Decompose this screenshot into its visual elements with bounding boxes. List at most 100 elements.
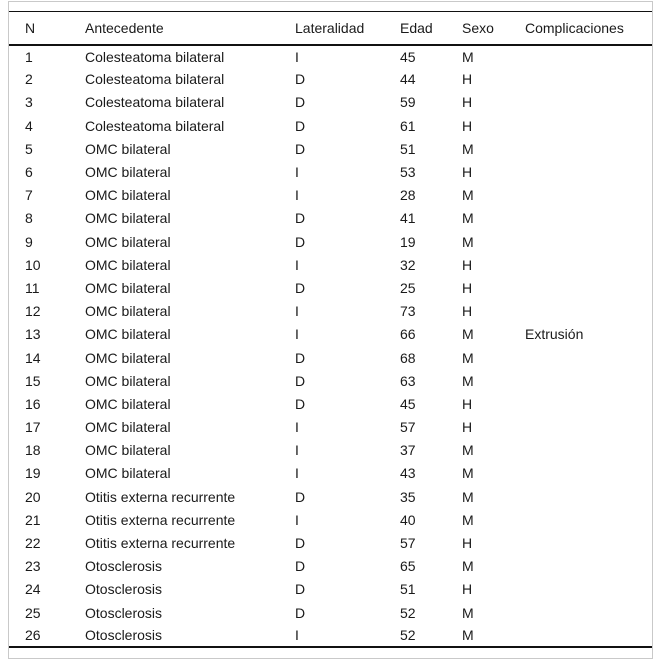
cell-edad: 51 (400, 581, 416, 598)
cell-lateralidad: D (295, 94, 306, 111)
cell-complicaciones (525, 114, 652, 137)
cell-complicaciones (525, 300, 652, 323)
table-row: 22 Otitis externa recurrente D 57 H (9, 531, 652, 554)
cell-n: 11 (25, 279, 40, 296)
header-row: N Antecedente Lateralidad Edad Sexo Comp… (9, 11, 652, 46)
cell-antecedente: OMC bilateral (85, 442, 171, 459)
cell-edad: 44 (400, 71, 416, 88)
table-row: 25 Otosclerosis D 52 M (9, 601, 652, 624)
cell-edad: 45 (400, 48, 416, 65)
cell-sexo: H (462, 117, 473, 134)
table-row: 20 Otitis externa recurrente D 35 M (9, 485, 652, 508)
cell-antecedente: OMC bilateral (85, 210, 171, 227)
cell-antecedente: Colesteatoma bilateral (85, 117, 225, 134)
cell-lateralidad: I (295, 187, 299, 204)
table-row: 13 OMC bilateral I 66 M Extrusión (9, 323, 652, 346)
cell-complicaciones (525, 184, 652, 207)
cell-complicaciones (525, 230, 652, 253)
cell-lateralidad: D (295, 233, 306, 250)
cell-edad: 52 (400, 604, 416, 621)
cell-sexo: H (462, 395, 473, 412)
table-row: 5 OMC bilateral D 51 M (9, 137, 652, 160)
cell-complicaciones (525, 531, 652, 554)
cell-complicaciones (525, 207, 652, 230)
cell-lateralidad: D (295, 372, 306, 389)
cell-antecedente: OMC bilateral (85, 395, 171, 412)
cell-sexo: M (462, 210, 474, 227)
cell-n: 18 (25, 442, 41, 459)
col-header-antecedente: Antecedente (85, 11, 295, 46)
table-body: 1 Colesteatoma bilateral I 45 M 2 Colesteatoma… (9, 45, 652, 648)
cell-complicaciones (525, 91, 652, 114)
col-header-sexo: Sexo (462, 11, 525, 46)
cell-complicaciones (525, 45, 652, 68)
cell-lateralidad: D (295, 604, 306, 621)
table-row: 6 OMC bilateral I 53 H (9, 160, 652, 183)
cell-lateralidad: D (295, 581, 306, 598)
cell-sexo: M (462, 349, 474, 366)
cell-lateralidad: I (295, 326, 299, 343)
cell-complicaciones (525, 276, 652, 299)
cell-lateralidad: D (295, 140, 306, 157)
table-row: 14 OMC bilateral D 68 M (9, 346, 652, 369)
cell-antecedente: OMC bilateral (85, 256, 171, 273)
cell-lateralidad: I (295, 511, 299, 528)
cell-complicaciones (525, 624, 652, 647)
cell-antecedente: Otosclerosis (85, 581, 163, 598)
cell-complicaciones (525, 369, 652, 392)
patients-table: N Antecedente Lateralidad Edad Sexo Comp… (9, 11, 652, 649)
cell-edad: 73 (400, 303, 416, 320)
cell-complicaciones (525, 416, 652, 439)
cell-sexo: H (462, 256, 473, 273)
cell-sexo: H (462, 535, 473, 552)
table-frame: N Antecedente Lateralidad Edad Sexo Comp… (8, 1, 653, 659)
table-row: 19 OMC bilateral I 43 M (9, 462, 652, 485)
cell-complicaciones (525, 555, 652, 578)
cell-sexo: H (462, 303, 473, 320)
cell-antecedente: OMC bilateral (85, 419, 171, 436)
cell-edad: 43 (400, 465, 416, 482)
cell-lateralidad: D (295, 279, 306, 296)
table-row: 2 Colesteatoma bilateral D 44 H (9, 68, 652, 91)
cell-lateralidad: D (295, 395, 306, 412)
cell-edad: 40 (400, 511, 416, 528)
cell-sexo: M (462, 187, 474, 204)
cell-complicaciones (525, 601, 652, 624)
cell-antecedente: Otosclerosis (85, 558, 163, 575)
cell-edad: 52 (400, 627, 416, 644)
table-row: 12 OMC bilateral I 73 H (9, 300, 652, 323)
table-header: N Antecedente Lateralidad Edad Sexo Comp… (9, 11, 652, 46)
cell-antecedente: OMC bilateral (85, 187, 171, 204)
cell-lateralidad: D (295, 71, 306, 88)
cell-n: 8 (25, 210, 33, 227)
cell-antecedente: OMC bilateral (85, 279, 171, 296)
cell-n: 16 (25, 395, 41, 412)
cell-lateralidad: I (295, 419, 299, 436)
table-row: 16 OMC bilateral D 45 H (9, 392, 652, 415)
cell-antecedente: OMC bilateral (85, 372, 171, 389)
cell-antecedente: Colesteatoma bilateral (85, 48, 225, 65)
cell-edad: 57 (400, 419, 416, 436)
cell-sexo: H (462, 279, 473, 296)
cell-antecedente: Otitis externa recurrente (85, 511, 236, 528)
col-header-complicaciones: Complicaciones (525, 11, 652, 46)
cell-edad: 32 (400, 256, 416, 273)
table-row: 15 OMC bilateral D 63 M (9, 369, 652, 392)
cell-antecedente: Otosclerosis (85, 627, 163, 644)
cell-sexo: M (462, 140, 474, 157)
cell-lateralidad: D (295, 558, 306, 575)
table-row: 1 Colesteatoma bilateral I 45 M (9, 45, 652, 68)
cell-n: 19 (25, 465, 41, 482)
cell-edad: 68 (400, 349, 416, 366)
table-row: 11 OMC bilateral D 25 H (9, 276, 652, 299)
cell-edad: 41 (400, 210, 416, 227)
cell-sexo: H (462, 94, 473, 111)
cell-antecedente: Otitis externa recurrente (85, 535, 236, 552)
cell-lateralidad: D (295, 349, 306, 366)
table-row: 3 Colesteatoma bilateral D 59 H (9, 91, 652, 114)
cell-sexo: M (462, 442, 474, 459)
cell-n: 3 (25, 94, 33, 111)
cell-antecedente: OMC bilateral (85, 303, 171, 320)
table-row: 18 OMC bilateral I 37 M (9, 439, 652, 462)
